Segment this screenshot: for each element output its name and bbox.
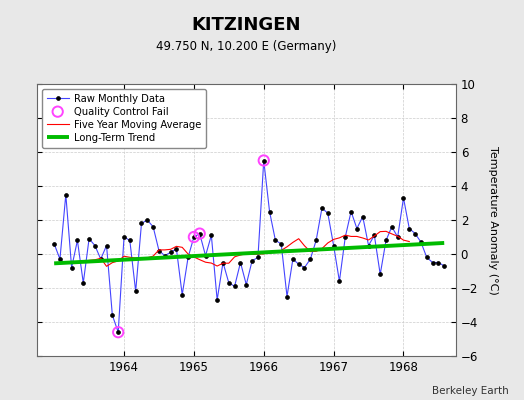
Legend: Raw Monthly Data, Quality Control Fail, Five Year Moving Average, Long-Term Tren: Raw Monthly Data, Quality Control Fail, … — [42, 89, 206, 148]
Raw Monthly Data — [260, 158, 267, 163]
Line: Raw Monthly Data: Raw Monthly Data — [52, 158, 446, 334]
Five Year Moving Average — [103, 264, 110, 269]
Quality Control Fail — [195, 230, 204, 237]
Raw Monthly Data — [406, 226, 412, 231]
Raw Monthly Data — [412, 231, 418, 236]
Five Year Moving Average — [208, 261, 214, 266]
Text: KITZINGEN: KITZINGEN — [192, 16, 301, 34]
Quality Control Fail — [190, 234, 198, 240]
Text: 49.750 N, 10.200 E (Germany): 49.750 N, 10.200 E (Germany) — [156, 40, 336, 53]
Text: Berkeley Earth: Berkeley Earth — [432, 386, 508, 396]
Five Year Moving Average — [290, 240, 296, 245]
Five Year Moving Average — [92, 258, 98, 262]
Five Year Moving Average — [301, 243, 308, 248]
Line: Five Year Moving Average: Five Year Moving Average — [89, 231, 409, 266]
Raw Monthly Data — [325, 211, 331, 216]
Raw Monthly Data — [51, 242, 57, 246]
Raw Monthly Data — [418, 240, 424, 244]
Raw Monthly Data — [441, 264, 447, 268]
Five Year Moving Average — [406, 239, 412, 244]
Quality Control Fail — [114, 329, 123, 335]
Y-axis label: Temperature Anomaly (°C): Temperature Anomaly (°C) — [487, 146, 498, 294]
Raw Monthly Data — [115, 330, 122, 334]
Quality Control Fail — [259, 157, 268, 164]
Five Year Moving Average — [272, 248, 279, 253]
Five Year Moving Average — [383, 229, 389, 234]
Raw Monthly Data — [371, 233, 377, 238]
Raw Monthly Data — [342, 234, 348, 239]
Five Year Moving Average — [336, 236, 343, 240]
Five Year Moving Average — [86, 258, 92, 263]
